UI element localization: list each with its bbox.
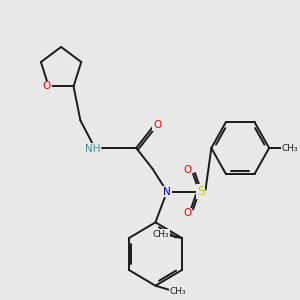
Text: CH₃: CH₃ bbox=[282, 143, 298, 152]
Text: O: O bbox=[43, 81, 51, 92]
Text: O: O bbox=[183, 208, 191, 218]
Text: CH₃: CH₃ bbox=[153, 230, 169, 239]
Text: NH: NH bbox=[85, 144, 100, 154]
Text: CH₃: CH₃ bbox=[169, 287, 186, 296]
Text: O: O bbox=[183, 165, 191, 175]
Text: O: O bbox=[153, 120, 161, 130]
Text: S: S bbox=[197, 185, 204, 198]
Text: N: N bbox=[163, 187, 171, 196]
